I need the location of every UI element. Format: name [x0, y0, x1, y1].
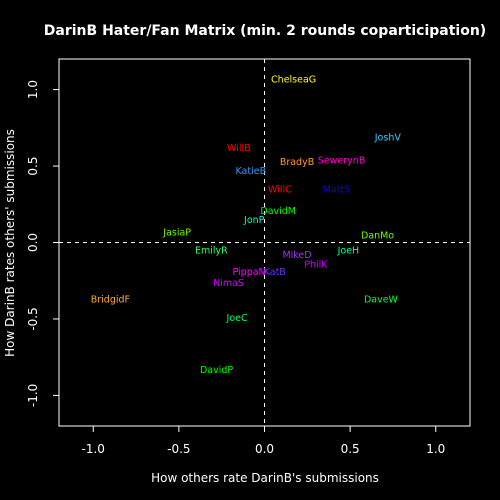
x-axis-label: How others rate DarinB's submissions — [151, 471, 379, 485]
point-label-pippan: PippaN — [233, 267, 266, 278]
point-label-willb: WillB — [227, 143, 251, 154]
point-label-chelseag: ChelseaG — [271, 74, 316, 85]
y-tick-label: -1.0 — [26, 384, 40, 407]
point-label-bradyb: BradyB — [280, 157, 314, 168]
point-label-philk: PhilK — [304, 259, 328, 270]
x-tick-label: -1.0 — [82, 442, 105, 456]
point-label-matts: MattS — [323, 184, 351, 195]
x-tick-label: -0.5 — [167, 442, 190, 456]
point-label-katieb: KatieB — [235, 166, 266, 177]
y-axis: -1.0 -0.5 0.0 0.5 1.0 — [26, 80, 59, 407]
point-label-davidm: DavidM — [260, 206, 296, 217]
point-label-willc: WillC — [268, 184, 292, 195]
plot-frame — [58, 58, 471, 427]
point-label-nimas: NimaS — [213, 278, 244, 289]
chart-title: DarinB Hater/Fan Matrix (min. 2 rounds c… — [44, 23, 486, 39]
point-label-miked: MikeD — [282, 250, 311, 261]
point-label-sewerynb: SewerynB — [318, 155, 366, 166]
point-label-danmo: DanMo — [361, 230, 394, 241]
point-label-jonp: JonP — [243, 215, 265, 226]
point-label-joeh: JoeH — [337, 246, 360, 257]
point-label-davew: DaveW — [364, 295, 399, 306]
point-label-jasiap: JasiaP — [162, 227, 191, 238]
point-labels: ChelseaG JoshV WillB BradyB SewerynB KatieBWi… — [91, 74, 402, 376]
y-tick-label: 1.0 — [26, 80, 40, 99]
y-axis-label: How DarinB rates others' submissions — [3, 129, 17, 357]
point-label-joec: JoeC — [226, 313, 248, 324]
y-tick-label: 0.5 — [26, 156, 40, 175]
point-label-joshv: JoshV — [374, 132, 402, 143]
point-label-emilyr: EmilyR — [195, 246, 228, 257]
y-tick-label: 0.0 — [26, 233, 40, 252]
x-axis: -1.0 -0.5 0.0 0.5 1.0 — [82, 426, 445, 456]
point-label-davidp: DavidP — [200, 365, 233, 376]
point-label-katb: KatB — [264, 267, 286, 278]
x-tick-label: 0.0 — [255, 442, 274, 456]
y-tick-label: -0.5 — [26, 307, 40, 330]
x-tick-label: 0.5 — [341, 442, 360, 456]
x-tick-label: 1.0 — [426, 442, 445, 456]
point-label-bridgidf: BridgidF — [91, 295, 130, 306]
